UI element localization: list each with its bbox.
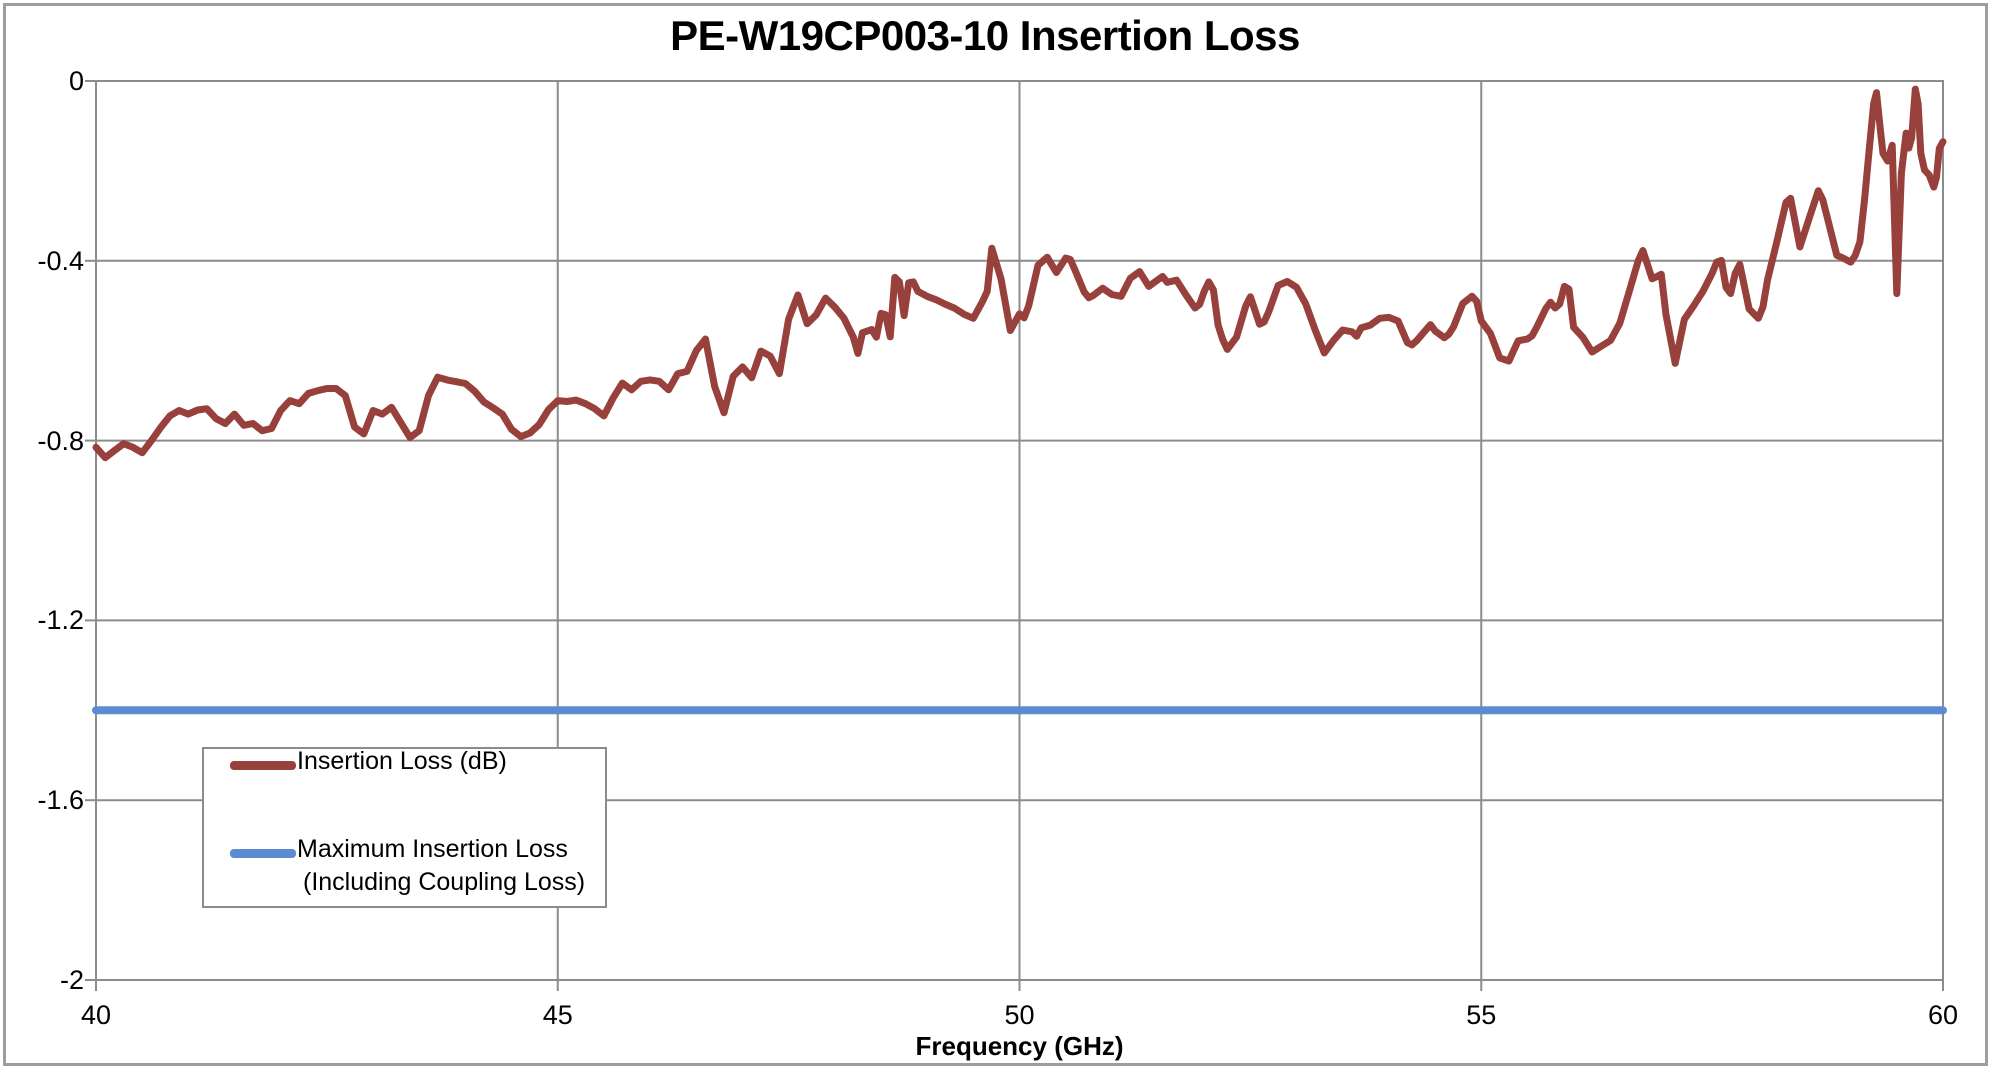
insertion-loss-line: [92, 85, 1947, 462]
chart-title: PE-W19CP003-10 Insertion Loss: [670, 12, 1300, 59]
y-tick-label: -1.6: [37, 785, 84, 816]
max-insertion-loss-swatch: [230, 849, 296, 858]
x-tick-label: 40: [80, 1000, 112, 1030]
legend: Insertion Loss (dB) Maximum Insertion Lo…: [202, 747, 607, 908]
y-tick-label: -0.8: [37, 425, 84, 456]
x-axis-title: Frequency (GHz): [915, 1031, 1124, 1061]
x-tick-label: 45: [542, 1000, 573, 1030]
plot-border: [95, 80, 1944, 981]
y-tick-label: -2: [59, 965, 84, 995]
y-tick-label: -1.2: [37, 605, 84, 636]
x-tick-label: 50: [1004, 1000, 1035, 1030]
insertion-loss-swatch: [230, 761, 296, 770]
legend-label-line2: (Including Coupling Loss): [303, 868, 586, 896]
x-tick-label: 60: [1927, 1000, 1959, 1030]
x-tick-label: 55: [1466, 1000, 1497, 1030]
y-tick-label: -0.4: [37, 245, 84, 276]
y-tick-label: 0: [68, 66, 84, 96]
legend-label: Insertion Loss (dB): [297, 747, 507, 775]
legend-label-line1: Maximum Insertion Loss: [297, 835, 568, 863]
